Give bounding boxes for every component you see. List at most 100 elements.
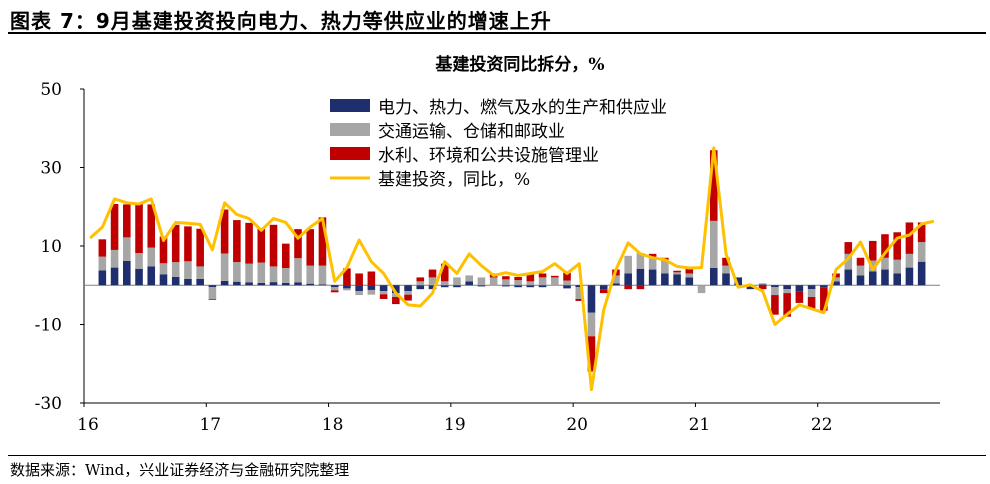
bar-water — [856, 257, 865, 266]
bar-transport — [917, 242, 926, 262]
bar-water — [722, 257, 730, 266]
bar-water — [428, 269, 437, 278]
bar-power — [245, 282, 253, 286]
bar-transport — [612, 275, 620, 284]
legend-swatch-water — [330, 147, 370, 160]
bar-water — [257, 228, 266, 263]
x-tick-label: 18 — [322, 415, 344, 435]
bar-water — [355, 273, 363, 286]
bar-power — [294, 282, 302, 286]
bar-power — [893, 273, 901, 286]
bar-power — [771, 285, 779, 288]
bar-transport — [624, 255, 632, 274]
x-tick-label: 22 — [811, 415, 833, 435]
figure-title: 图表 7：9月基建投资投向电力、热力等供应业的增速上升 — [10, 9, 552, 33]
bar-transport — [648, 257, 657, 270]
bar-transport — [893, 259, 901, 274]
bar-water — [343, 268, 351, 286]
bar-power — [306, 283, 315, 286]
bar-water — [636, 285, 645, 290]
x-tick-label: 16 — [77, 415, 99, 435]
bar-transport — [196, 266, 204, 279]
bar-transport — [110, 249, 119, 268]
bar-transport — [123, 237, 131, 261]
x-tick-label: 19 — [444, 415, 466, 435]
x-tick-label: 20 — [566, 415, 588, 435]
bar-transport — [135, 253, 143, 269]
bar-transport — [306, 265, 315, 284]
bar-water — [123, 204, 131, 238]
bar-transport — [453, 277, 461, 286]
bar-water — [281, 243, 290, 268]
bar-power — [269, 282, 278, 286]
bar-power — [135, 268, 143, 286]
bar-power — [758, 284, 767, 286]
bar-water — [367, 271, 376, 286]
bar-power — [355, 285, 363, 292]
y-tick-label: -10 — [35, 316, 62, 336]
x-tick-label: 17 — [199, 415, 221, 435]
bar-water — [673, 270, 681, 273]
y-tick-label: 10 — [40, 237, 62, 257]
bar-power — [612, 283, 620, 286]
bar-power — [404, 285, 412, 292]
bar-water — [905, 222, 914, 254]
bar-water — [917, 222, 926, 243]
bar-water — [147, 204, 156, 248]
bar-power — [832, 281, 840, 286]
bar-water — [171, 224, 180, 263]
bar-transport — [856, 265, 865, 276]
bar-power — [881, 269, 889, 286]
bar-transport — [636, 253, 645, 269]
bar-power — [820, 285, 828, 288]
bar-power — [514, 285, 522, 288]
bar-transport — [807, 289, 816, 298]
bar-power — [905, 267, 914, 286]
bar-power — [477, 285, 486, 287]
bar-water — [306, 229, 315, 266]
bar-power — [648, 269, 657, 286]
bar-power — [502, 285, 510, 287]
bar-power — [184, 278, 192, 286]
bar-transport — [184, 261, 192, 279]
bar-transport — [208, 287, 217, 299]
bar-power — [343, 285, 351, 289]
bar-water — [318, 217, 327, 266]
bar-water — [807, 297, 816, 309]
y-tick-label: 50 — [40, 80, 62, 100]
bar-water — [416, 277, 425, 282]
source-note: 数据来源：Wind，兴业证券经济与金融研究院整理 — [10, 461, 350, 479]
bar-power — [318, 284, 327, 286]
bar-transport — [159, 263, 168, 275]
bar-power — [159, 274, 168, 286]
bar-transport — [465, 275, 473, 282]
bar-power — [330, 285, 339, 288]
bar-water — [330, 290, 339, 293]
bar-transport — [416, 281, 425, 286]
bar-power — [440, 285, 449, 288]
bar-transport — [697, 285, 706, 294]
bar-power — [563, 285, 571, 289]
bar-water — [844, 242, 853, 254]
bar-power — [220, 280, 229, 286]
bar-transport — [661, 259, 669, 274]
chart-title: 基建投资同比拆分，% — [434, 54, 604, 75]
bar-water — [832, 273, 840, 278]
bar-transport — [281, 267, 290, 283]
bar-transport — [587, 312, 596, 337]
bar-power — [171, 277, 180, 286]
bar-power — [575, 285, 584, 288]
bar-power — [392, 285, 400, 294]
y-tick-label: -30 — [35, 394, 62, 414]
bar-transport — [538, 277, 547, 286]
bar-transport — [428, 277, 437, 286]
bar-power — [868, 271, 877, 286]
bar-power — [599, 285, 608, 290]
bar-water — [404, 294, 412, 301]
bar-water — [440, 263, 449, 282]
bar-water — [196, 228, 204, 267]
bar-power — [281, 282, 290, 286]
bar-power — [416, 285, 425, 290]
bar-water — [795, 291, 804, 303]
legend-label: 电力、热力、燃气及水的生产和供应业 — [378, 98, 667, 118]
